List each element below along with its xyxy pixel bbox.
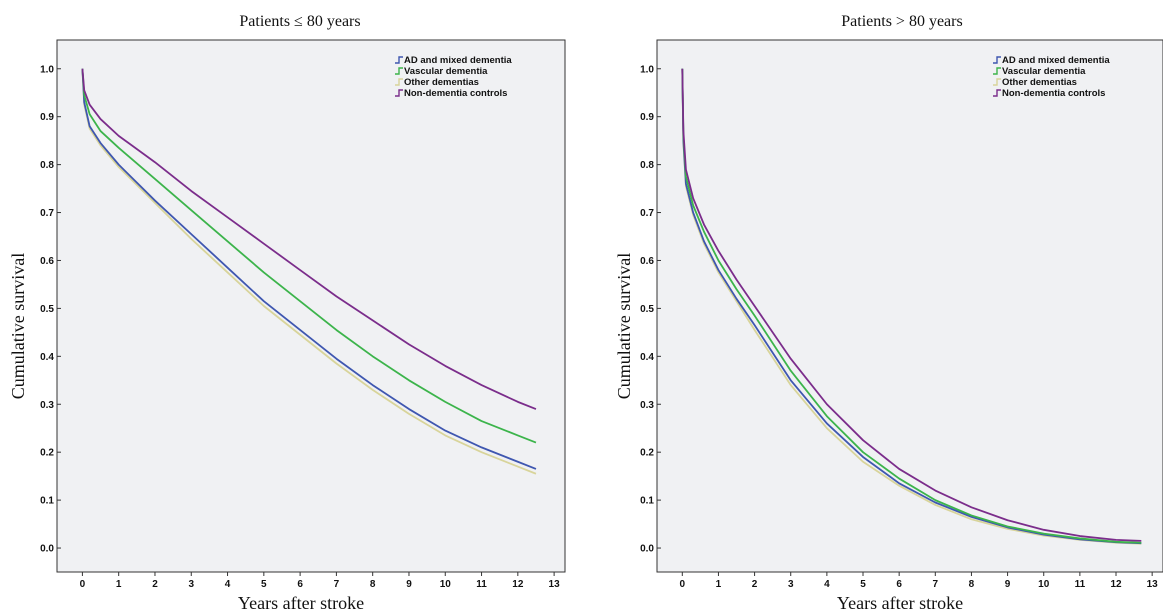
legend-swatch	[993, 78, 1001, 86]
x-tick-label: 12	[1110, 579, 1122, 590]
y-tick-label: 0.2	[640, 448, 654, 459]
y-tick-label: 0.4	[640, 352, 654, 363]
x-tick-label: 6	[297, 579, 303, 590]
x-tick-label: 3	[188, 579, 194, 590]
series-line-vascular-dementia	[681, 68, 1142, 544]
legend-swatch	[993, 56, 1001, 64]
y-tick-label: 0.7	[640, 208, 654, 219]
x-tick-label: 12	[512, 579, 524, 590]
series-line-ad-and-mixed-dementia	[681, 68, 1142, 545]
y-tick-label: 0.3	[640, 400, 654, 411]
series-line-vascular-dementia	[81, 68, 537, 444]
legend-swatch	[395, 78, 403, 86]
legend-swatch	[395, 89, 403, 97]
x-axis-label: Years after stroke	[837, 593, 963, 613]
legend-swatch	[993, 89, 1001, 97]
x-tick-label: 11	[476, 579, 487, 590]
x-tick-label: 7	[933, 579, 939, 590]
x-tick-label: 5	[860, 579, 866, 590]
y-tick-label: 0.4	[40, 352, 54, 363]
panel-over-80: Patients > 80 years Years after stroke Cum…	[614, 13, 1163, 613]
legend-label: Vascular dementia	[1002, 66, 1086, 77]
y-tick-label: 0.5	[640, 304, 654, 315]
y-tick-label: 1.0	[640, 64, 654, 75]
legend-label: Non-dementia controls	[1002, 88, 1105, 99]
y-tick-label: 0.1	[40, 496, 54, 507]
x-tick-label: 5	[261, 579, 267, 590]
x-tick-label: 9	[406, 579, 412, 590]
y-tick-label: 0.9	[640, 112, 654, 123]
series-line-non-dementia-controls	[81, 68, 537, 410]
x-tick-label: 4	[824, 579, 830, 590]
x-tick-label: 13	[549, 579, 561, 590]
y-tick-label: 0.9	[40, 112, 54, 123]
x-tick-label: 9	[1005, 579, 1011, 590]
legend-swatch	[395, 56, 403, 64]
y-axis-label: Cumulative survival	[614, 253, 634, 399]
x-tick-label: 4	[225, 579, 231, 590]
x-tick-label: 10	[440, 579, 452, 590]
chart-title: Patients > 80 years	[841, 13, 962, 30]
x-tick-label: 3	[788, 579, 794, 590]
y-tick-label: 0.0	[40, 544, 54, 555]
x-tick-label: 0	[80, 579, 86, 590]
x-tick-label: 1	[116, 579, 122, 590]
x-tick-label: 11	[1075, 579, 1086, 590]
x-tick-label: 2	[752, 579, 758, 590]
chart-title: Patients ≤ 80 years	[239, 13, 360, 30]
x-tick-label: 2	[152, 579, 158, 590]
y-tick-label: 0.0	[640, 544, 654, 555]
x-tick-label: 13	[1147, 579, 1159, 590]
y-axis-label: Cumulative survival	[8, 253, 28, 399]
x-tick-label: 0	[680, 579, 686, 590]
x-tick-label: 8	[370, 579, 376, 590]
legend-label: AD and mixed dementia	[1002, 55, 1110, 66]
series-line-ad-and-mixed-dementia	[81, 68, 537, 470]
legend-label: Non-dementia controls	[404, 88, 507, 99]
y-tick-label: 0.7	[40, 208, 54, 219]
y-tick-label: 0.1	[640, 496, 654, 507]
x-tick-label: 7	[334, 579, 340, 590]
y-tick-label: 0.2	[40, 448, 54, 459]
y-tick-label: 0.6	[640, 256, 654, 267]
legend-label: Other dementias	[404, 77, 479, 88]
legend-label: Vascular dementia	[404, 66, 488, 77]
legend-label: Other dementias	[1002, 77, 1077, 88]
panel-under-80: Patients ≤ 80 years Years after stroke Cum…	[8, 13, 566, 613]
y-tick-label: 0.8	[640, 160, 654, 171]
x-tick-label: 1	[716, 579, 722, 590]
y-tick-label: 0.6	[40, 256, 54, 267]
y-tick-label: 1.0	[40, 64, 54, 75]
legend-label: AD and mixed dementia	[404, 55, 512, 66]
y-tick-label: 0.8	[40, 160, 54, 171]
plot-area	[56, 39, 566, 573]
legend-swatch	[395, 67, 403, 75]
series-line-other-dementias	[81, 68, 537, 475]
x-tick-label: 6	[896, 579, 902, 590]
y-tick-label: 0.3	[40, 400, 54, 411]
x-tick-label: 8	[969, 579, 975, 590]
x-axis-label: Years after stroke	[238, 593, 364, 613]
legend-swatch	[993, 67, 1001, 75]
series-line-non-dementia-controls	[681, 68, 1142, 542]
y-tick-label: 0.5	[40, 304, 54, 315]
x-tick-label: 10	[1038, 579, 1050, 590]
